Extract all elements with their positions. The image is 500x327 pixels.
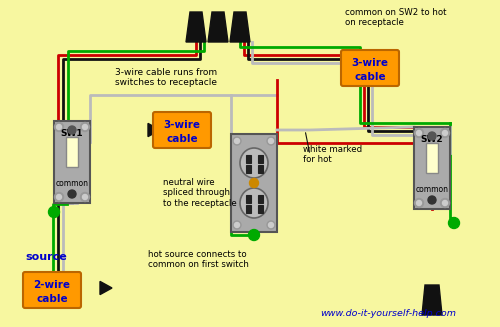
Circle shape xyxy=(268,222,274,228)
Polygon shape xyxy=(148,123,160,137)
Bar xyxy=(258,205,262,213)
Circle shape xyxy=(416,130,422,135)
Circle shape xyxy=(234,139,240,144)
Text: SW1: SW1 xyxy=(60,129,84,139)
Bar xyxy=(54,121,90,203)
Circle shape xyxy=(80,193,90,201)
Circle shape xyxy=(428,196,436,204)
Circle shape xyxy=(234,222,240,228)
Circle shape xyxy=(416,200,422,205)
Text: SW2: SW2 xyxy=(420,135,444,145)
Circle shape xyxy=(267,137,275,145)
Circle shape xyxy=(56,125,62,129)
Circle shape xyxy=(250,179,258,187)
Bar xyxy=(258,195,262,203)
Circle shape xyxy=(248,230,260,240)
Circle shape xyxy=(428,132,436,140)
Circle shape xyxy=(414,129,424,137)
Circle shape xyxy=(48,206,60,217)
Bar xyxy=(246,155,250,163)
Circle shape xyxy=(440,129,450,137)
Bar xyxy=(246,195,250,203)
Ellipse shape xyxy=(240,188,268,218)
Circle shape xyxy=(268,139,274,144)
Text: cable: cable xyxy=(166,133,198,144)
Polygon shape xyxy=(422,285,442,315)
Circle shape xyxy=(82,125,87,129)
Text: cable: cable xyxy=(36,294,68,303)
Text: 3-wire: 3-wire xyxy=(352,59,389,68)
Polygon shape xyxy=(186,12,206,42)
Text: white marked
for hot: white marked for hot xyxy=(303,145,362,164)
Circle shape xyxy=(54,123,64,131)
FancyBboxPatch shape xyxy=(153,112,211,148)
Text: common on SW2 to hot
on receptacle: common on SW2 to hot on receptacle xyxy=(345,8,446,27)
Text: www.do-it-yourself-help.com: www.do-it-yourself-help.com xyxy=(320,309,456,318)
Polygon shape xyxy=(100,282,112,295)
Bar xyxy=(426,143,438,173)
Bar xyxy=(258,165,262,173)
Bar xyxy=(414,127,450,209)
Bar xyxy=(258,155,262,163)
Circle shape xyxy=(448,217,460,229)
Bar xyxy=(66,137,78,167)
Circle shape xyxy=(68,126,76,134)
Text: 3-wire cable runs from
switches to receptacle: 3-wire cable runs from switches to recep… xyxy=(115,68,217,87)
Circle shape xyxy=(442,130,448,135)
Text: common: common xyxy=(416,184,448,194)
Circle shape xyxy=(68,190,76,198)
Text: cable: cable xyxy=(354,72,386,81)
Ellipse shape xyxy=(240,148,268,178)
Text: hot source connects to
common on first switch: hot source connects to common on first s… xyxy=(148,250,249,269)
Circle shape xyxy=(233,221,241,229)
Text: 3-wire: 3-wire xyxy=(164,121,200,130)
Circle shape xyxy=(80,123,90,131)
Polygon shape xyxy=(208,12,228,42)
Circle shape xyxy=(440,198,450,208)
Text: source: source xyxy=(25,252,67,262)
Circle shape xyxy=(267,221,275,229)
Circle shape xyxy=(54,193,64,201)
Circle shape xyxy=(82,195,87,199)
Circle shape xyxy=(56,195,62,199)
Circle shape xyxy=(233,137,241,145)
Polygon shape xyxy=(230,12,250,42)
Bar xyxy=(231,134,277,232)
Text: common: common xyxy=(56,179,88,187)
FancyBboxPatch shape xyxy=(341,50,399,86)
Bar xyxy=(246,165,250,173)
Text: neutral wire
spliced through
to the receptacle: neutral wire spliced through to the rece… xyxy=(163,178,237,208)
Bar xyxy=(246,205,250,213)
FancyBboxPatch shape xyxy=(23,272,81,308)
Circle shape xyxy=(442,200,448,205)
Circle shape xyxy=(414,198,424,208)
Text: 2-wire: 2-wire xyxy=(34,281,70,290)
